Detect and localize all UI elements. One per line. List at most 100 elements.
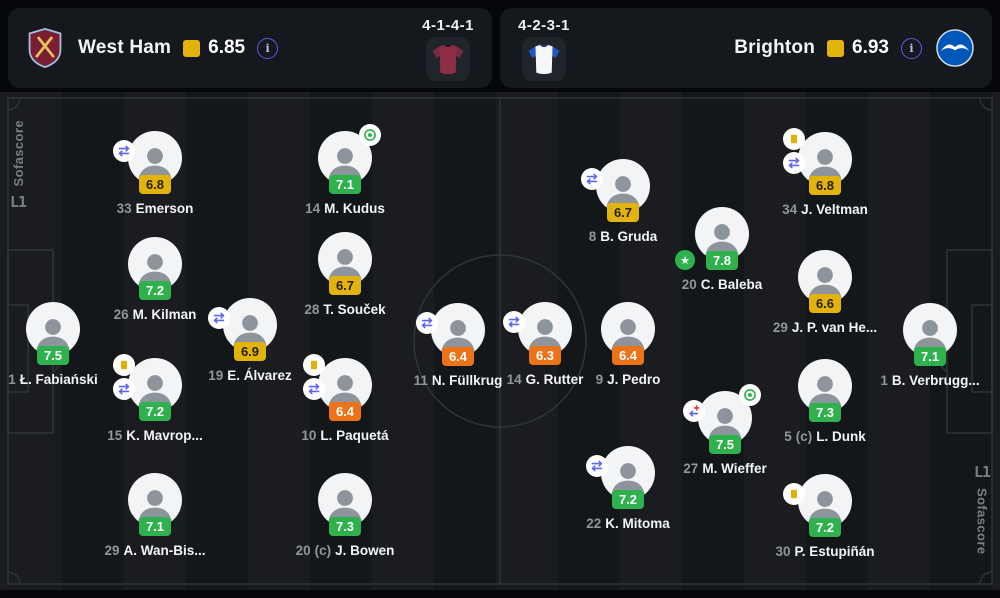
player-j-p-van-he[interactable]: 6.6 29 J. P. van He... <box>773 249 877 335</box>
player-t-sou-ek[interactable]: 6.7 28 T. Souček <box>304 231 386 317</box>
player-label: 34 J. Veltman <box>782 202 868 217</box>
player-number: 11 <box>413 373 428 389</box>
player-n-f-llkrug[interactable]: 6.4 11 N. Füllkrug <box>414 303 502 388</box>
player-name: J. Bowen <box>335 542 395 558</box>
player-label: 33 Emerson <box>117 201 194 216</box>
away-team-name: Brighton <box>734 37 816 58</box>
player-m-kilman[interactable]: 7.2 26 M. Kilman <box>114 236 196 322</box>
player-name: N. Füllkrug <box>431 373 503 389</box>
player-a-wan-bis[interactable]: 7.1 29 A. Wan-Bis... <box>104 472 206 558</box>
player-b-gruda[interactable]: 6.7 8 B. Gruda <box>581 159 657 244</box>
player-rating: 7.1 <box>914 347 946 367</box>
player-number: 14 <box>506 372 522 388</box>
sofascore-watermark-left: Sofascore L1 <box>10 120 27 212</box>
player-rating: 7.3 <box>329 516 361 536</box>
player-name: K. Mavrop... <box>126 427 203 443</box>
player-label: 19 E. Álvarez <box>208 368 292 383</box>
player-label: 14 G. Rutter <box>507 372 584 387</box>
player-name: J. Pedro <box>607 372 661 388</box>
player-j-veltman[interactable]: 6.8 34 J. Veltman <box>782 128 868 217</box>
player-rating: 7.5 <box>709 435 741 455</box>
player-k-mavrop[interactable]: 7.2 15 K. Mavrop... <box>107 353 203 443</box>
player-name: M. Wieffer <box>702 461 767 477</box>
west-ham-crest-icon <box>28 28 62 68</box>
player-fabia-ski[interactable]: 7.5 1 Ł. Fabiański <box>8 301 98 387</box>
player-name: Ł. Fabiański <box>19 371 98 387</box>
player-rating: 6.8 <box>139 175 171 195</box>
sofascore-brand-text: Sofascore <box>10 120 26 187</box>
brighton-crest-icon <box>936 29 974 67</box>
sub-out-icon <box>416 312 438 335</box>
player-name: E. Álvarez <box>227 368 292 384</box>
player-label: 28 T. Souček <box>304 302 385 317</box>
captain-marker: (c) <box>314 542 332 558</box>
player-e-lvarez[interactable]: 6.9 19 E. Álvarez <box>208 298 292 383</box>
player-g-rutter[interactable]: 6.3 14 G. Rutter <box>503 302 583 387</box>
player-number: 14 <box>305 201 321 217</box>
player-j-bowen[interactable]: 7.3 20 (c) J. Bowen <box>296 472 394 558</box>
player-number: 28 <box>304 301 320 317</box>
player-number: 27 <box>683 461 699 477</box>
player-rating: 7.1 <box>329 175 361 195</box>
player-name: B. Gruda <box>600 229 658 245</box>
player-j-pedro[interactable]: 6.4 9 J. Pedro <box>596 302 660 387</box>
player-label: 10 L. Paquetá <box>301 428 388 443</box>
player-number: 20 <box>681 277 697 293</box>
player-k-mitoma[interactable]: 7.2 22 K. Mitoma <box>586 445 670 531</box>
player-c-baleba[interactable]: ★ 7.8 20 C. Baleba <box>675 207 762 292</box>
player-name: J. Veltman <box>801 202 868 218</box>
player-label: 14 M. Kudus <box>305 201 385 216</box>
player-number: 15 <box>107 427 123 443</box>
away-info-icon[interactable]: i <box>901 37 922 59</box>
home-info-icon[interactable]: i <box>257 37 279 59</box>
player-rating: 6.7 <box>607 203 639 223</box>
player-label: 1 Ł. Fabiański <box>8 372 98 387</box>
player-l-paquet[interactable]: 6.4 10 L. Paquetá <box>301 353 389 443</box>
player-number: 26 <box>113 306 129 322</box>
player-rating: 6.6 <box>809 293 841 313</box>
best-player-star-icon: ★ <box>675 250 695 271</box>
home-team-rating: 6.85 <box>208 37 246 58</box>
yellow-card-icon <box>783 128 805 151</box>
player-label: 15 K. Mavrop... <box>107 428 203 443</box>
player-number: 30 <box>775 543 791 559</box>
player-rating: 6.9 <box>234 342 266 362</box>
player-label: 30 P. Estupiñán <box>775 544 874 559</box>
player-label: 26 M. Kilman <box>114 307 197 322</box>
sub-out-icon <box>581 168 603 191</box>
player-number: 29 <box>104 542 120 558</box>
player-label: 8 B. Gruda <box>589 229 658 244</box>
player-emerson[interactable]: 6.8 33 Emerson <box>113 131 193 216</box>
player-l-dunk[interactable]: 7.3 5 (c) L. Dunk <box>784 358 866 444</box>
captain-marker: (c) <box>795 428 813 444</box>
player-rating: 7.2 <box>139 280 171 300</box>
player-b-verbrugg[interactable]: 7.1 1 B. Verbrugg... <box>880 303 980 388</box>
goal-icon <box>359 124 381 147</box>
goal-icon <box>739 384 761 407</box>
player-number: 1 <box>8 371 16 387</box>
home-team-header[interactable]: West Ham 6.85 i 4-1-4-1 <box>8 8 492 88</box>
player-m-kudus[interactable]: 7.1 14 M. Kudus <box>305 124 385 216</box>
sub-out-icon <box>113 377 135 400</box>
player-rating: 7.3 <box>809 402 841 422</box>
away-jersey-box <box>521 37 566 81</box>
away-formation: 4-2-3-1 <box>518 17 570 34</box>
player-label: 11 N. Füllkrug <box>414 373 503 388</box>
pitch: Sofascore L1 L1 Sofascore 7.5 1 Ł. Fabiańs… <box>0 92 1000 590</box>
player-rating: 6.3 <box>529 346 561 366</box>
sofascore-logo-icon: L1 <box>10 193 27 212</box>
player-label: 29 J. P. van He... <box>773 320 877 335</box>
player-rating: 7.2 <box>139 401 171 421</box>
sub-out-icon <box>783 152 805 175</box>
away-rating-color-square <box>827 39 845 57</box>
away-team-header[interactable]: 4-2-3-1 Brighton 6.93 i <box>500 8 992 88</box>
player-name: J. P. van He... <box>791 319 878 335</box>
player-number: 29 <box>772 319 788 335</box>
player-p-estupi-n[interactable]: 7.2 30 P. Estupiñán <box>775 473 875 559</box>
player-rating: 6.8 <box>809 176 841 196</box>
yellow-card-icon <box>303 353 325 376</box>
player-name: P. Estupiñán <box>794 543 875 559</box>
player-name: Emerson <box>135 201 194 217</box>
sub-out-icon <box>503 311 525 334</box>
player-m-wieffer[interactable]: 7.5 27 M. Wieffer <box>683 384 767 476</box>
